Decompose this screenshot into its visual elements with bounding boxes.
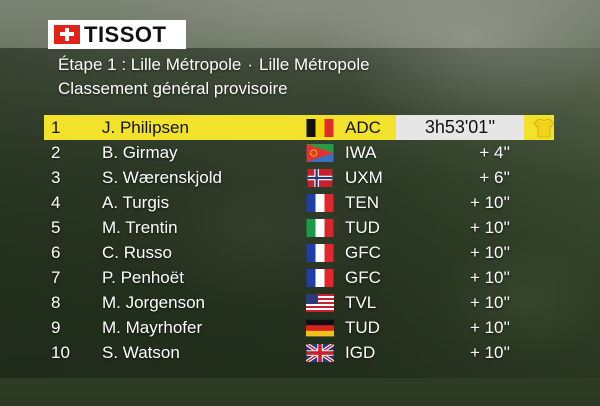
classification-title: Classement général provisoire [58,79,288,98]
france-flag-icon [306,194,334,212]
uk-flag-icon [306,344,334,362]
time-gap: 3h53'01'' [396,115,524,140]
standings-row: 4 A. Turgis TEN + 10'' [44,190,554,215]
norway-flag-icon [306,169,334,187]
rank: 1 [51,117,61,137]
rank: 5 [51,217,61,237]
standings-row: 7 P. Penhoët GFC + 10'' [44,265,554,290]
rider-name: A. Turgis [102,192,170,212]
eritrea-flag-icon [306,144,334,162]
time-gap: + 10'' [469,192,510,212]
germany-flag-icon [306,319,334,337]
team-code: IWA [345,142,377,162]
belgium-flag-icon [306,119,334,137]
brand-name: TISSOT [84,21,167,47]
stage-title: Étape 1 : Lille Métropole · Lille Métropol… [58,55,370,75]
france-flag-icon [306,244,334,262]
rank: 7 [51,267,61,287]
time-gap: + 10'' [469,342,510,362]
standings-row-leader: 1 J. Philipsen ADC 3h53'01'' [44,115,555,140]
rank: 6 [51,242,61,262]
rider-name: J. Philipsen [102,117,189,137]
standings-row: 9 M. Mayrhofer TUD + 10'' [44,315,554,340]
rank: 9 [51,317,61,337]
usa-flag-icon [306,294,334,312]
standings-table: 1 J. Philipsen ADC 3h53'01'' 2 B. Girmay IWA + … [44,115,555,365]
stage-label: Étape 1 : Lille Métropole [58,55,242,74]
rider-name: M. Mayrhofer [102,317,203,337]
background-shade [0,48,600,378]
stage-separator: · [247,55,254,74]
italy-flag-icon [306,219,334,237]
team-code: TVL [345,292,377,312]
team-code: GFC [345,267,381,287]
time-gap: + 10'' [469,217,510,237]
time-gap: + 10'' [469,242,510,262]
standings-row: 10 S. Watson IGD + 10'' [44,340,554,365]
france-flag-icon [306,269,334,287]
yellow-jersey-icon [533,118,555,138]
team-code: TEN [345,192,379,212]
rider-name: C. Russo [102,242,172,262]
standings-row: 5 M. Trentin TUD + 10'' [44,215,554,240]
rider-name: S. Watson [102,342,180,362]
rider-name: M. Jorgenson [102,292,205,312]
tissot-logo: TISSOT [48,20,186,49]
team-code: TUD [345,217,380,237]
time-gap: + 10'' [469,317,510,337]
rank: 8 [51,292,61,312]
rider-name: B. Girmay [102,142,178,162]
team-code: ADC [345,117,381,137]
swiss-cross-icon [54,25,80,44]
standings-row: 3 S. Wærenskjold UXM + 6'' [44,165,554,190]
team-code: GFC [345,242,381,262]
rider-name: S. Wærenskjold [102,167,222,187]
time-gap: + 4'' [479,142,510,162]
standings-row: 2 B. Girmay IWA + 4'' [44,140,554,165]
standings-row: 6 C. Russo GFC + 10'' [44,240,554,265]
standings-row: 8 M. Jorgenson TVL + 10'' [44,290,554,315]
team-code: TUD [345,317,380,337]
time-gap: + 10'' [469,267,510,287]
rider-name: P. Penhoët [102,267,184,287]
rider-name: M. Trentin [102,217,178,237]
team-code: IGD [345,342,376,362]
stage-destination: Lille Métropole [259,55,370,74]
time-gap: + 10'' [469,292,510,312]
rank: 4 [51,192,61,212]
team-code: UXM [345,167,383,187]
rank: 2 [51,142,61,162]
time-gap: + 6'' [479,167,510,187]
rank: 3 [51,167,61,187]
rank: 10 [51,342,70,362]
